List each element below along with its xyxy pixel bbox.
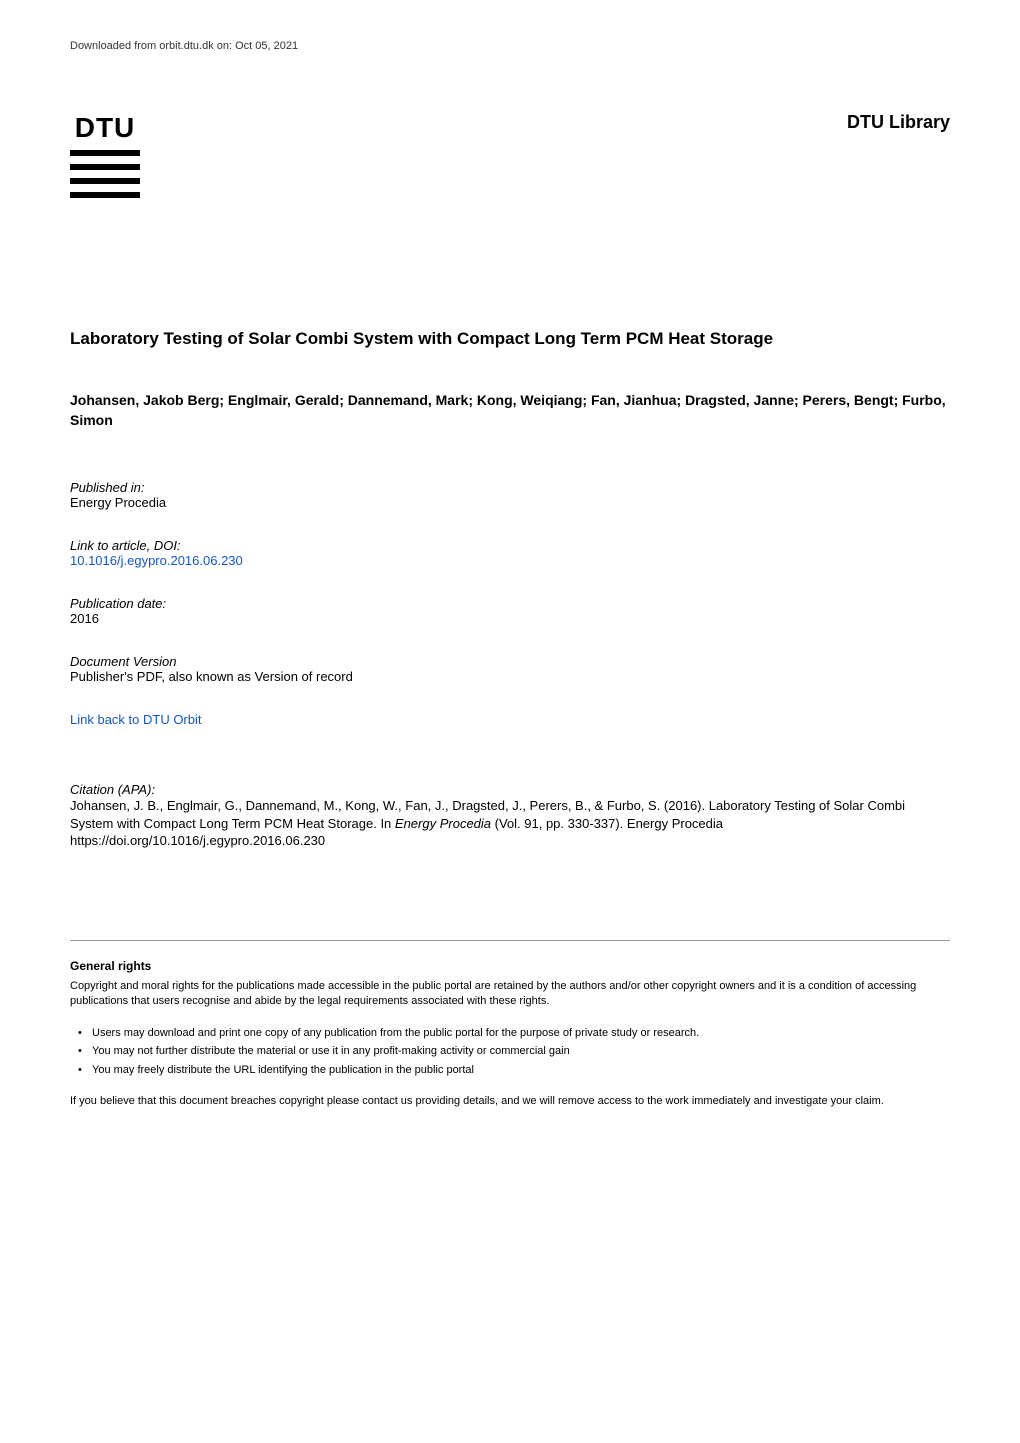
divider	[70, 940, 950, 941]
published-in-value: Energy Procedia	[70, 495, 950, 510]
publication-date-block: Publication date: 2016	[70, 596, 950, 626]
dtu-logo-lines-icon	[70, 150, 140, 198]
header-row: DTU DTU Library	[70, 112, 950, 198]
download-line: Downloaded from orbit.dtu.dk on: Oct 05,…	[70, 40, 950, 52]
authors-list: Johansen, Jakob Berg; Englmair, Gerald; …	[70, 391, 950, 430]
citation-label: Citation (APA):	[70, 782, 950, 797]
citation-block: Citation (APA): Johansen, J. B., Englmai…	[70, 782, 950, 850]
document-version-block: Document Version Publisher's PDF, also k…	[70, 654, 950, 684]
dtu-logo-text: DTU	[75, 112, 136, 144]
document-version-label: Document Version	[70, 654, 950, 669]
rights-bullet: You may freely distribute the URL identi…	[92, 1061, 950, 1080]
published-in-block: Published in: Energy Procedia	[70, 480, 950, 510]
rights-list: Users may download and print one copy of…	[70, 1024, 950, 1080]
rights-bullet: Users may download and print one copy of…	[92, 1024, 950, 1043]
dtu-logo: DTU	[70, 112, 140, 198]
rights-intro: Copyright and moral rights for the publi…	[70, 979, 950, 1010]
published-in-label: Published in:	[70, 480, 950, 495]
dtu-library-label: DTU Library	[847, 112, 950, 133]
rights-breach: If you believe that this document breach…	[70, 1094, 950, 1109]
rights-bullet: You may not further distribute the mater…	[92, 1042, 950, 1061]
citation-italic: Energy Procedia	[395, 816, 491, 831]
document-version-value: Publisher's PDF, also known as Version o…	[70, 669, 950, 684]
publication-date-value: 2016	[70, 611, 950, 626]
orbit-link[interactable]: Link back to DTU Orbit	[70, 712, 202, 727]
doi-link[interactable]: 10.1016/j.egypro.2016.06.230	[70, 553, 243, 568]
link-to-article-block: Link to article, DOI: 10.1016/j.egypro.2…	[70, 538, 950, 568]
publication-date-label: Publication date:	[70, 596, 950, 611]
link-to-article-label: Link to article, DOI:	[70, 538, 950, 553]
citation-text: Johansen, J. B., Englmair, G., Dannemand…	[70, 797, 950, 850]
orbit-link-block: Link back to DTU Orbit	[70, 712, 950, 727]
paper-title: Laboratory Testing of Solar Combi System…	[70, 328, 950, 351]
rights-heading: General rights	[70, 959, 950, 973]
